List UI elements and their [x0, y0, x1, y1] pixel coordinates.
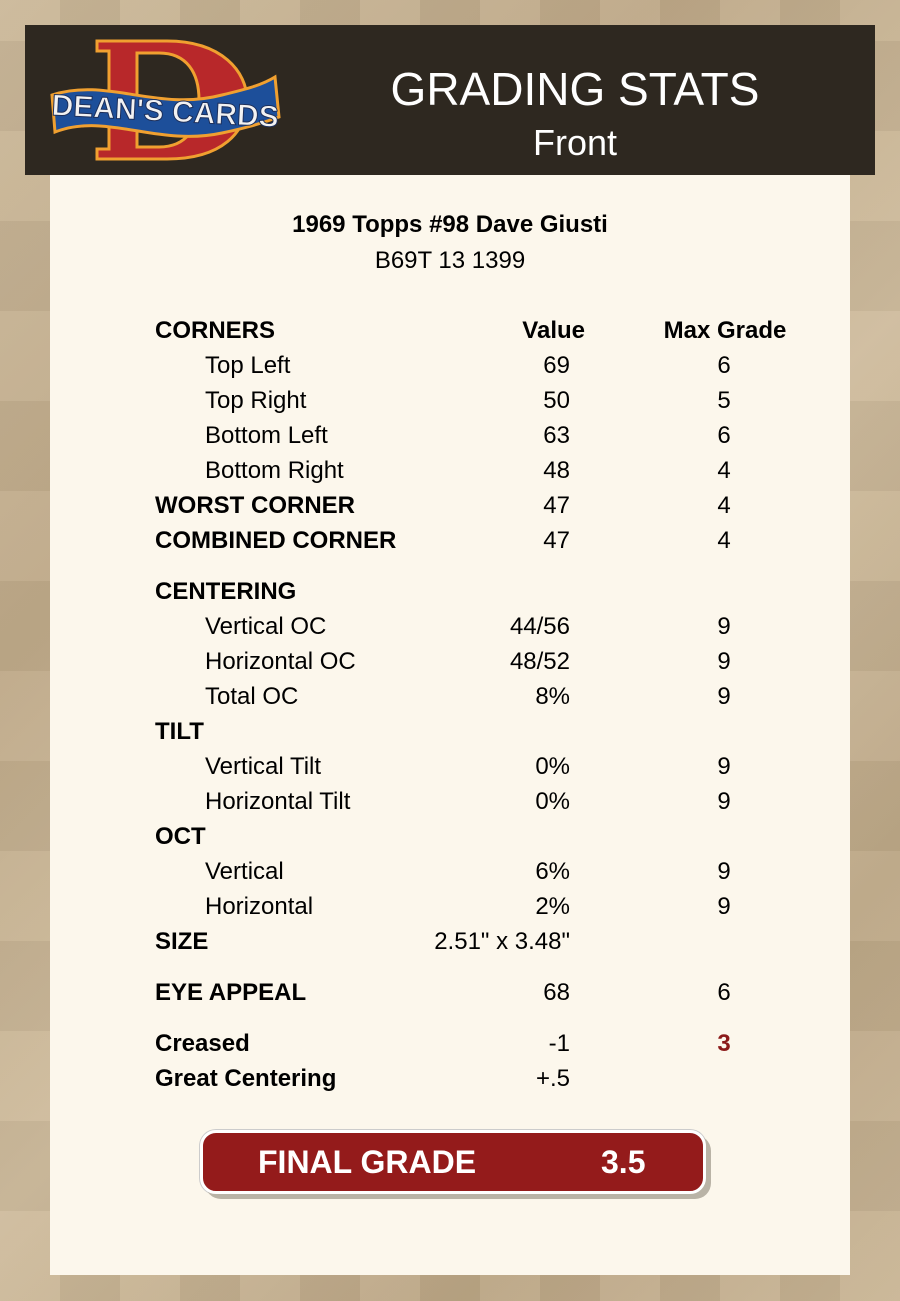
row-label: WORST CORNER: [155, 492, 355, 519]
row-max-grade: 9: [717, 858, 731, 885]
row-max-grade: 6: [717, 352, 731, 379]
row-label: CORNERS: [155, 317, 276, 344]
row-value: 0%: [535, 753, 570, 780]
row-max-grade: 3: [717, 1030, 731, 1057]
row-max-grade: 9: [717, 788, 731, 815]
stats-section: CORNERS Top Left 69 6 Top Right 50 5 Bottom Lef…: [155, 315, 795, 560]
column-header-value: Value: [522, 317, 585, 344]
row-max-grade: 6: [717, 979, 731, 1006]
grading-panel: 1969 Topps #98 Dave Giusti B69T 13 1399 …: [50, 175, 850, 1275]
row-max-grade: 9: [717, 613, 731, 640]
row-label: SIZE: [155, 928, 209, 955]
deans-cards-logo: DEAN'S CARDS: [50, 39, 281, 161]
row-label: Bottom Right: [205, 457, 344, 484]
column-header-max-grade: Max Grade: [663, 317, 787, 344]
stats-row: CENTERING: [155, 576, 795, 611]
stats-row: Bottom Right 48 4: [155, 455, 795, 490]
stats-row: WORST CORNER 47 4: [155, 490, 795, 525]
header: DEAN'S CARDS GRADING STATS Front: [25, 25, 875, 175]
stats-row: Total OC 8% 9: [155, 681, 795, 716]
stats-row: OCT: [155, 821, 795, 856]
row-label: Top Right: [205, 387, 307, 414]
row-value: 48/52: [509, 648, 570, 675]
row-max-grade: 4: [717, 492, 731, 519]
row-label: Horizontal Tilt: [205, 788, 351, 815]
stats-row: Horizontal 2% 9: [155, 891, 795, 926]
row-label: Total OC: [205, 683, 299, 710]
row-value: 63: [543, 422, 570, 449]
column-header-row: Value Max Grade: [155, 315, 795, 350]
row-max-grade: 9: [717, 893, 731, 920]
row-value: 50: [543, 387, 570, 414]
stats-row: Creased -1 3: [155, 1028, 795, 1063]
row-label: Great Centering: [155, 1065, 337, 1092]
stats-row: Vertical Tilt 0% 9: [155, 751, 795, 786]
row-max-grade: 6: [717, 422, 731, 449]
stats-row: EYE APPEAL 68 6: [155, 977, 795, 1012]
row-max-grade: 9: [717, 683, 731, 710]
card-title: 1969 Topps #98 Dave Giusti: [292, 211, 608, 238]
row-value: -1: [548, 1030, 570, 1057]
final-grade-label: FINAL GRADE: [258, 1144, 477, 1180]
row-label: Vertical OC: [205, 613, 327, 640]
stats-table: Value Max Grade CORNERS Top Left 69 6 Top Ri…: [155, 315, 795, 1114]
stats-row: Vertical 6% 9: [155, 856, 795, 891]
row-max-grade: 4: [717, 457, 731, 484]
row-label: Horizontal OC: [205, 648, 356, 675]
page-subtitle: Front: [532, 122, 618, 163]
stats-section: Creased -1 3 Great Centering +.5: [155, 1028, 795, 1098]
stats-section: CENTERING Vertical OC 44/56 9 Horizontal OC 4…: [155, 576, 795, 961]
card-code: B69T 13 1399: [374, 247, 526, 274]
stats-row: Great Centering +.5: [155, 1063, 795, 1098]
stats-row: CORNERS: [155, 315, 795, 350]
stats-section: EYE APPEAL 68 6: [155, 977, 795, 1012]
row-label: Vertical: [205, 858, 284, 885]
row-value: 68: [543, 979, 570, 1006]
final-grade-badge: FINAL GRADE 3.5: [200, 1130, 706, 1194]
stats-row: Horizontal Tilt 0% 9: [155, 786, 795, 821]
stats-row: Horizontal OC 48/52 9: [155, 646, 795, 681]
row-value: 69: [543, 352, 570, 379]
row-label: OCT: [155, 823, 206, 850]
stats-row: Top Right 50 5: [155, 385, 795, 420]
row-label: Creased: [155, 1030, 250, 1057]
row-value: 6%: [535, 858, 570, 885]
row-label: Top Left: [205, 352, 291, 379]
stats-row: Bottom Left 63 6: [155, 420, 795, 455]
row-label: CENTERING: [155, 578, 297, 605]
final-grade-value: 3.5: [601, 1144, 646, 1180]
row-max-grade: 9: [717, 648, 731, 675]
stats-row: Vertical OC 44/56 9: [155, 611, 795, 646]
row-label: TILT: [155, 718, 204, 745]
row-max-grade: 4: [717, 527, 731, 554]
stats-row: COMBINED CORNER 47 4: [155, 525, 795, 560]
row-label: COMBINED CORNER: [155, 527, 397, 554]
row-max-grade: 5: [717, 387, 731, 414]
row-max-grade: 9: [717, 753, 731, 780]
row-label: Bottom Left: [205, 422, 328, 449]
stats-row: Top Left 69 6: [155, 350, 795, 385]
row-value: 8%: [535, 683, 570, 710]
page-title: GRADING STATS: [390, 63, 760, 115]
stats-row: SIZE 2.51" x 3.48": [155, 926, 795, 961]
row-value: 2%: [535, 893, 570, 920]
stats-row: TILT: [155, 716, 795, 751]
row-value: 44/56: [509, 613, 570, 640]
row-value: +.5: [535, 1065, 570, 1092]
row-value: 2.51" x 3.48": [434, 928, 570, 955]
row-label: EYE APPEAL: [155, 979, 307, 1006]
row-value: 47: [543, 527, 570, 554]
row-value: 48: [543, 457, 570, 484]
row-value: 47: [543, 492, 570, 519]
row-value: 0%: [535, 788, 570, 815]
row-label: Vertical Tilt: [205, 753, 322, 780]
row-label: Horizontal: [205, 893, 314, 920]
